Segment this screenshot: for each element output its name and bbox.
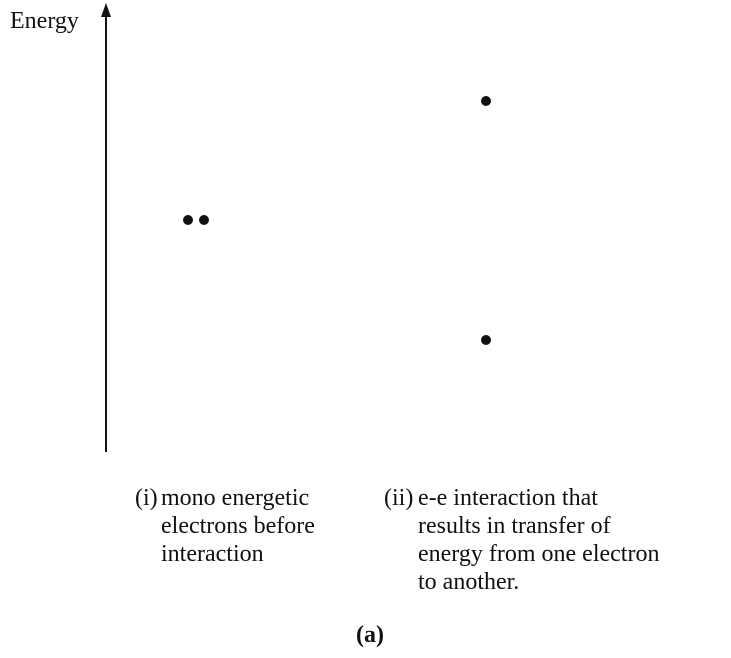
caption-label: (ii) xyxy=(384,485,413,511)
caption-label: (i) xyxy=(135,485,158,511)
caption-line: interaction xyxy=(161,541,264,567)
caption-line: to another. xyxy=(418,569,519,595)
electron-dot xyxy=(199,215,209,225)
electron-dot xyxy=(481,96,491,106)
electron-dot xyxy=(481,335,491,345)
caption-line: e-e interaction that xyxy=(418,485,598,511)
caption-line: results in transfer of xyxy=(418,513,611,539)
caption-line: energy from one electron xyxy=(418,541,659,567)
electron-dot xyxy=(183,215,193,225)
axis-label: Energy xyxy=(10,8,79,34)
figure-label: (a) xyxy=(356,622,384,648)
caption-line: electrons before xyxy=(161,513,315,539)
caption-line: mono energetic xyxy=(161,485,309,511)
axis-arrowhead xyxy=(101,3,111,17)
